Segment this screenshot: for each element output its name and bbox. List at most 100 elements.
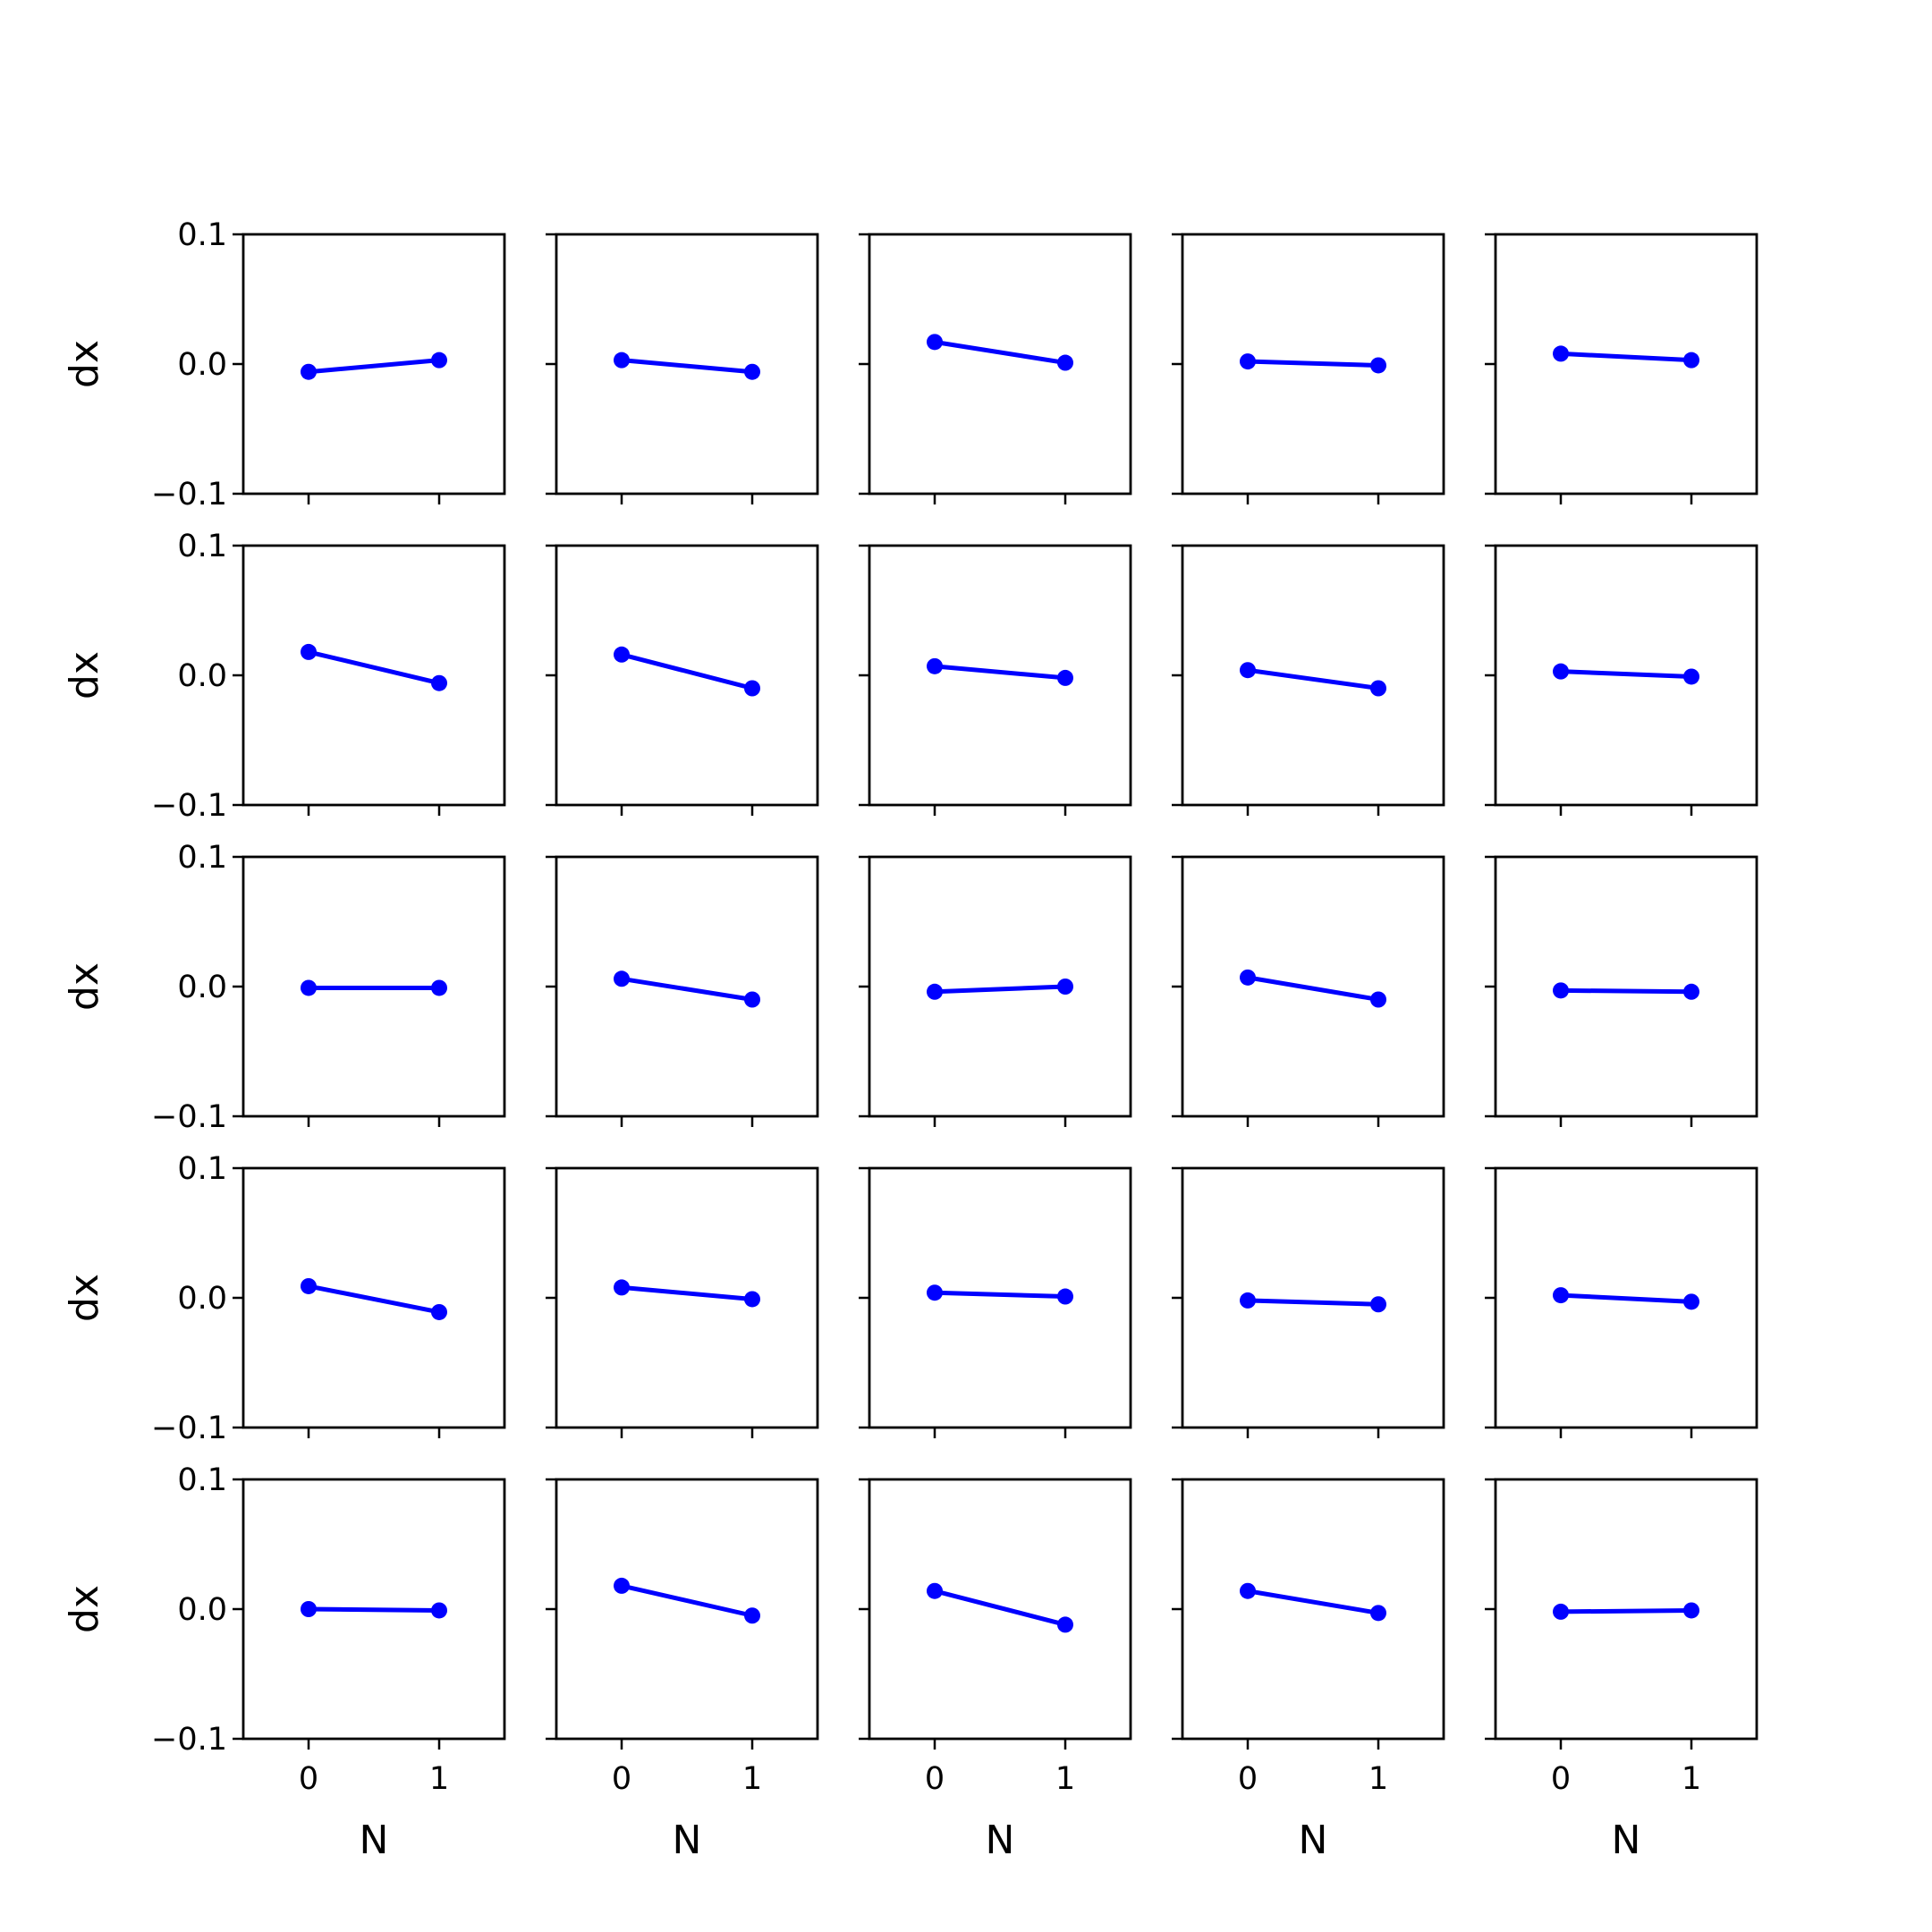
axes-frame bbox=[1181, 1166, 1445, 1429]
data-point bbox=[614, 970, 630, 987]
series-line bbox=[621, 1284, 753, 1301]
axes-frame bbox=[868, 544, 1132, 807]
data-point bbox=[927, 983, 943, 1000]
axes-frame bbox=[555, 1478, 819, 1741]
data-point bbox=[301, 363, 317, 380]
axes-frame bbox=[1181, 544, 1445, 807]
y-tick-label: 0.0 bbox=[177, 970, 227, 1005]
data-point bbox=[431, 1303, 447, 1320]
data-point bbox=[1370, 680, 1386, 697]
axes-frame bbox=[555, 233, 819, 496]
data-point bbox=[614, 1577, 630, 1594]
axes-frame bbox=[1494, 544, 1758, 807]
panel-r2-c3 bbox=[859, 544, 1132, 816]
data-point bbox=[431, 352, 447, 369]
data-point bbox=[1240, 1292, 1256, 1309]
data-point bbox=[614, 646, 630, 663]
data-point bbox=[744, 1291, 760, 1308]
data-point bbox=[614, 352, 630, 369]
panel-r5-c3: 0 1 N bbox=[859, 1478, 1132, 1863]
data-point bbox=[301, 1277, 317, 1294]
y-tick-label: 0.1 bbox=[177, 1151, 227, 1187]
y-tick-label: 0.0 bbox=[177, 658, 227, 694]
data-point bbox=[1553, 663, 1569, 680]
panel-r3-c2 bbox=[546, 855, 819, 1127]
axes-frame bbox=[1181, 233, 1445, 496]
axes-frame bbox=[868, 1166, 1132, 1429]
data-point bbox=[1057, 354, 1073, 371]
data-point bbox=[927, 334, 943, 351]
data-point bbox=[1240, 353, 1256, 370]
panel-r3-c3 bbox=[859, 855, 1132, 1127]
y-tick-label: −0.1 bbox=[151, 788, 227, 824]
data-point bbox=[1553, 982, 1569, 999]
x-tick-label: 1 bbox=[742, 1761, 762, 1797]
series-line bbox=[1247, 975, 1379, 1002]
series-line bbox=[934, 339, 1066, 366]
x-tick-label: 1 bbox=[1368, 1761, 1388, 1797]
data-point bbox=[431, 979, 447, 996]
data-point bbox=[301, 979, 317, 996]
y-tick-label: 0.0 bbox=[177, 1592, 227, 1628]
axes-frame bbox=[1494, 855, 1758, 1118]
data-point bbox=[927, 1582, 943, 1599]
axes-frame bbox=[242, 1478, 506, 1741]
series-line bbox=[1560, 987, 1692, 995]
data-point bbox=[927, 657, 943, 674]
x-tick-label: 1 bbox=[1055, 1761, 1075, 1797]
y-axis-title: dx bbox=[62, 1585, 107, 1633]
series-line bbox=[621, 976, 753, 1002]
y-tick-label: −0.1 bbox=[151, 1411, 227, 1446]
x-tick-label: 0 bbox=[612, 1761, 631, 1797]
x-tick-label: 0 bbox=[1551, 1761, 1571, 1797]
data-point bbox=[1240, 1582, 1256, 1599]
series-line bbox=[1247, 667, 1379, 691]
series-line bbox=[1560, 1607, 1692, 1614]
y-axis-title: dx bbox=[62, 651, 107, 699]
y-tick-label: −0.1 bbox=[151, 1722, 227, 1758]
panel-r2-c5 bbox=[1485, 544, 1758, 816]
axes-frame bbox=[555, 1166, 819, 1429]
data-point bbox=[1553, 1603, 1569, 1620]
panel-r4-c1: −0.1 0.0 0.1 dx bbox=[62, 1151, 506, 1446]
axes-frame bbox=[242, 1166, 506, 1429]
axes-frame bbox=[242, 544, 506, 807]
data-point bbox=[1683, 1602, 1699, 1619]
axes-frame bbox=[868, 855, 1132, 1118]
y-tick-label: 0.0 bbox=[177, 347, 227, 383]
data-point bbox=[1240, 662, 1256, 679]
x-axis-title: N bbox=[673, 1818, 702, 1863]
series-line bbox=[934, 1589, 1066, 1627]
data-point bbox=[431, 674, 447, 691]
series-line bbox=[621, 652, 753, 691]
data-point bbox=[301, 1601, 317, 1617]
panel-r1-c4 bbox=[1172, 233, 1445, 504]
panel-r4-c4 bbox=[1172, 1166, 1445, 1438]
axes-frame bbox=[1494, 1166, 1758, 1429]
x-axis-title: N bbox=[1299, 1818, 1328, 1863]
y-tick-label: 0.0 bbox=[177, 1281, 227, 1317]
panel-r5-c1: −0.1 0.0 0.1 0 1 dx N bbox=[62, 1462, 506, 1863]
data-point bbox=[1057, 1616, 1073, 1633]
series-line bbox=[308, 649, 440, 686]
data-point bbox=[744, 680, 760, 697]
series-line bbox=[1560, 351, 1692, 363]
panel-r2-c1: −0.1 0.0 0.1 dx bbox=[62, 529, 506, 824]
data-point bbox=[1370, 357, 1386, 374]
x-tick-label: 0 bbox=[925, 1761, 945, 1797]
series-line bbox=[1560, 669, 1692, 679]
panel-r1-c5 bbox=[1485, 233, 1758, 504]
y-axis-title: dx bbox=[62, 1274, 107, 1322]
x-tick-label: 1 bbox=[429, 1761, 449, 1797]
data-point bbox=[1240, 969, 1256, 986]
data-point bbox=[744, 991, 760, 1008]
x-axis-title: N bbox=[1612, 1818, 1641, 1863]
y-axis-title: dx bbox=[62, 340, 107, 388]
data-point bbox=[1683, 1293, 1699, 1310]
panel-r3-c4 bbox=[1172, 855, 1445, 1127]
data-point bbox=[1553, 345, 1569, 362]
panel-r3-c5 bbox=[1485, 855, 1758, 1127]
data-point bbox=[1057, 1288, 1073, 1305]
